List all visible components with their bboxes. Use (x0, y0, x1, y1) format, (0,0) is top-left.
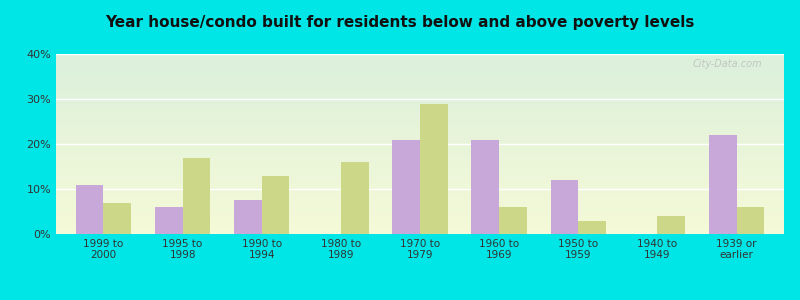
Bar (578, 220, 606, 234)
Bar (392, 140, 420, 234)
Bar (737, 207, 764, 234)
Bar (341, 162, 369, 234)
Bar (471, 140, 499, 234)
Bar (234, 200, 262, 234)
Bar (76, 184, 103, 234)
Bar (658, 216, 685, 234)
Bar (499, 207, 527, 234)
Bar (182, 158, 210, 234)
Bar (420, 103, 448, 234)
Bar (262, 176, 290, 234)
Text: Year house/condo built for residents below and above poverty levels: Year house/condo built for residents bel… (106, 15, 694, 30)
Bar (550, 180, 578, 234)
Bar (103, 202, 131, 234)
Bar (155, 207, 182, 234)
Text: City-Data.com: City-Data.com (693, 59, 762, 69)
Bar (709, 135, 737, 234)
